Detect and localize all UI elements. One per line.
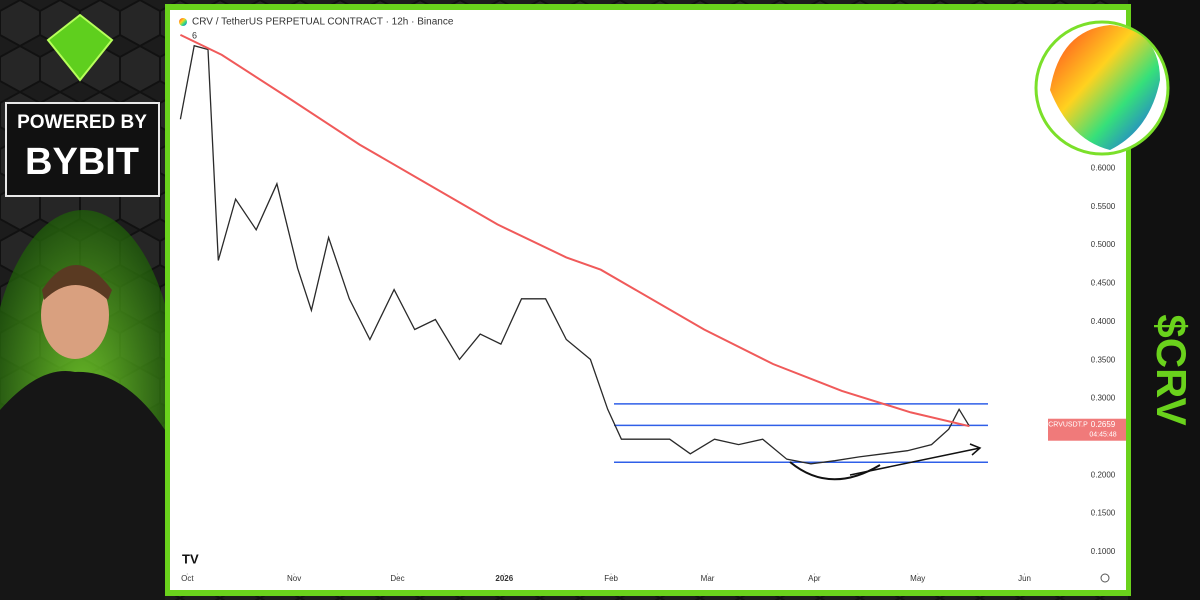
x-tick-label: 2026: [495, 574, 513, 583]
body: [0, 371, 165, 600]
logo: [46, 13, 114, 82]
price-symbol: CRVUSDT.P: [1048, 422, 1088, 429]
x-tick-label: May: [910, 574, 925, 583]
x-tick-label: Oct: [181, 574, 194, 583]
y-tick-label: 0.1500: [1091, 509, 1116, 518]
series-line: [179, 33, 970, 428]
tv-logo: TV: [182, 551, 199, 566]
y-tick-label: 0.3500: [1091, 355, 1116, 364]
plot: 0.6000 0.5500 0.5000 0.4500 0.4000 0.3500 0.30…: [179, 33, 1126, 583]
y-tick-label: 0.2000: [1091, 470, 1116, 479]
symbol-icon: [179, 18, 187, 26]
chart-panel: [170, 10, 1126, 590]
ticker: $CRV: [1148, 314, 1195, 425]
x-tick-label: Jun: [1018, 574, 1031, 583]
countdown: 04:45:48: [1089, 432, 1116, 439]
price-tag: [1048, 418, 1126, 441]
face: [41, 271, 109, 359]
indicator-label: 6: [192, 30, 197, 40]
y-tick-label: 0.5500: [1091, 202, 1116, 211]
chart-title: CRV / TetherUS PERPETUAL CONTRACT · 12h …: [192, 17, 454, 28]
x-tick-label: Nov: [287, 574, 301, 583]
x-tick-label: Mar: [701, 574, 715, 583]
bybit-box: [5, 102, 160, 197]
settings-icon[interactable]: [1100, 573, 1110, 583]
brand: BYBIT: [25, 141, 139, 183]
series-line: [179, 44, 970, 465]
crv-logo-shape: [1050, 25, 1160, 150]
powered-by: POWERED BY: [17, 112, 147, 133]
hair: [42, 265, 112, 300]
y-tick-label: 0.1000: [1091, 547, 1116, 556]
trend-arrow: [849, 443, 982, 476]
y-tick-label: 0.3000: [1091, 394, 1116, 403]
y-tick-label: 0.5000: [1091, 240, 1116, 249]
x-tick-label: Dec: [390, 574, 404, 583]
y-tick-label: 0.4000: [1091, 317, 1116, 326]
x-tick-label: Feb: [604, 574, 618, 583]
price-value: 0.2659: [1091, 420, 1116, 429]
y-tick-label: 0.6000: [1091, 164, 1116, 173]
y-tick-label: 0.4500: [1091, 279, 1116, 288]
x-tick-label: Apr: [808, 574, 821, 583]
